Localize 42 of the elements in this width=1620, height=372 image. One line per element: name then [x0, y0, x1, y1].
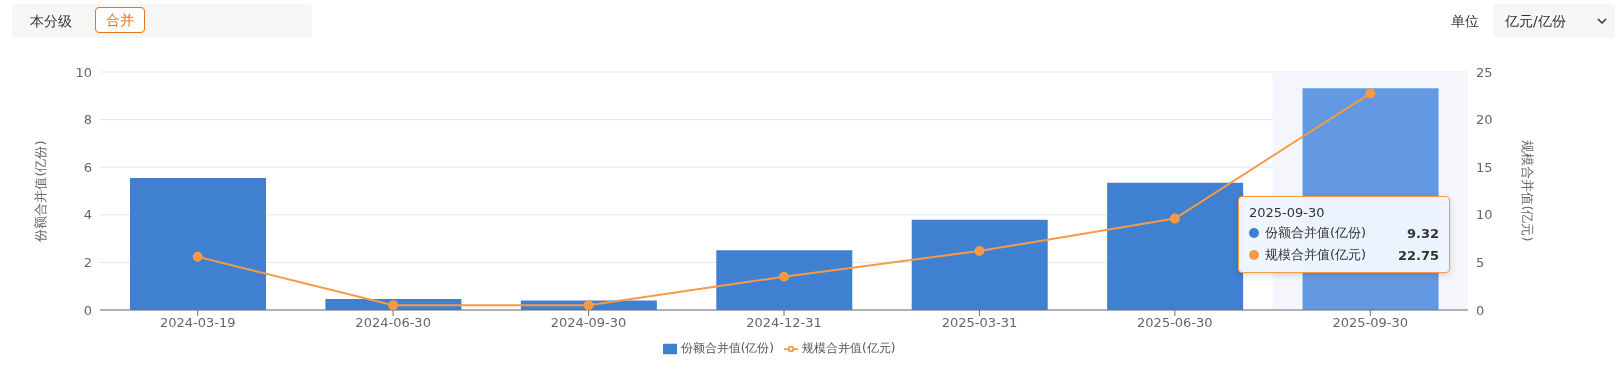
y-tick-label: 2 — [83, 255, 92, 271]
y2-axis-title: 规模合并值(亿元) — [1520, 140, 1536, 242]
annotation: 份额合并值(亿份) — [1265, 224, 1368, 242]
y-tick-label: 6 — [83, 159, 92, 175]
x-tick-label: 2024-12-31 — [746, 315, 822, 331]
point — [974, 245, 985, 256]
annotation: 22.75 — [1397, 247, 1439, 263]
annotation: 9.32 — [1406, 225, 1439, 241]
annotation: 2025-09-30 — [1249, 205, 1326, 220]
legend-label: 份额合并值(亿份) — [680, 341, 774, 355]
text: 合并 — [95, 7, 145, 33]
x-tick-label: 2024-03-19 — [159, 315, 236, 331]
y2-tick-label: 15 — [1476, 159, 1493, 175]
y2-tick-label: 0 — [1476, 302, 1485, 318]
y2-tick-label: 5 — [1476, 255, 1485, 271]
x-tick-label: 2024-06-30 — [355, 315, 431, 331]
x-tick-label: 2024-09-30 — [550, 315, 627, 331]
x-tick-label: 2025-06-30 — [1137, 315, 1213, 331]
x-tick-label: 2025-03-31 — [941, 315, 1018, 331]
y-tick-label: 8 — [83, 112, 92, 128]
y-tick-label: 0 — [83, 302, 92, 318]
x-tick-label: 2025-09-30 — [1332, 315, 1409, 331]
point — [388, 300, 399, 310]
y2-tick-label: 10 — [1476, 207, 1493, 223]
bar — [716, 250, 853, 310]
y2-tick-label: 20 — [1476, 112, 1493, 128]
text: 亿元/亿份 — [1505, 12, 1566, 31]
point — [192, 251, 203, 262]
y-tick-label: 10 — [75, 64, 92, 80]
bar — [130, 177, 266, 310]
point — [1169, 213, 1180, 224]
text: 单位 — [1451, 12, 1479, 31]
y-tick-label: 4 — [83, 207, 92, 223]
point — [583, 300, 594, 310]
legend-label: 规模合并值(亿元) — [802, 341, 896, 355]
y2-tick-label: 25 — [1476, 64, 1493, 80]
point — [1365, 88, 1376, 99]
annotation: 规模合并值(亿元) — [1265, 246, 1368, 264]
text: 本分级 — [30, 12, 72, 31]
bar — [911, 219, 1048, 310]
point — [779, 271, 789, 282]
y-axis-title: 份额合并值(亿份) — [32, 140, 48, 242]
